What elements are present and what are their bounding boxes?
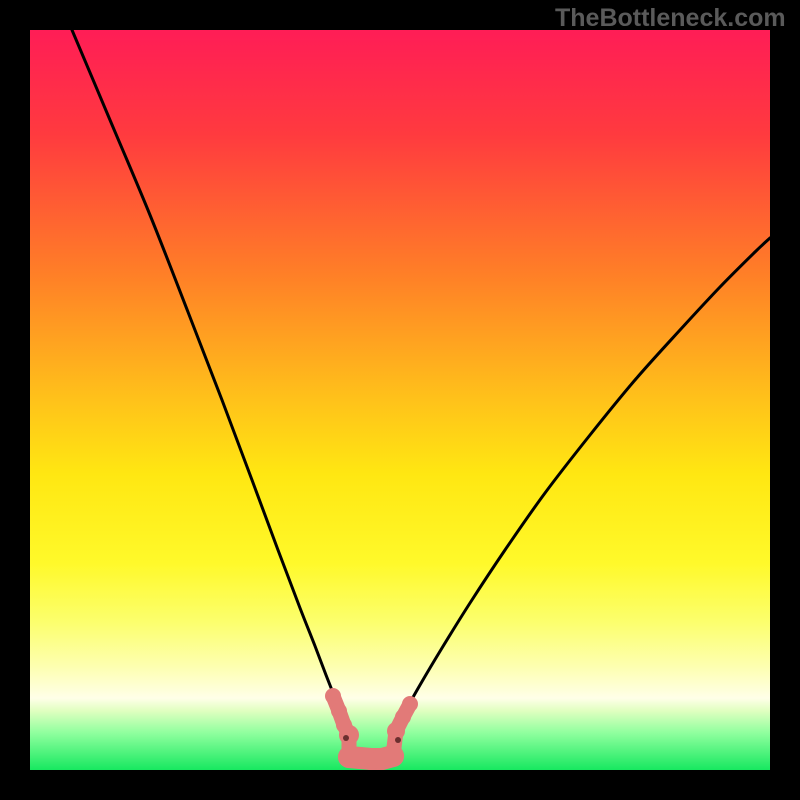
marker-left-3: [339, 725, 359, 745]
plot-area: [30, 30, 770, 770]
marker-left-1: [331, 703, 347, 719]
joint-dot-0: [343, 735, 349, 741]
joint-dot-1: [395, 737, 401, 743]
left-curve: [72, 30, 347, 729]
right-curve: [398, 238, 770, 728]
marker-left-0: [325, 688, 341, 704]
watermark-text: TheBottleneck.com: [555, 4, 786, 33]
curve-overlay: [0, 0, 800, 800]
marker-right-2: [402, 696, 418, 712]
marker-bottom-4: [382, 745, 404, 767]
chart-frame: TheBottleneck.com: [0, 0, 800, 800]
